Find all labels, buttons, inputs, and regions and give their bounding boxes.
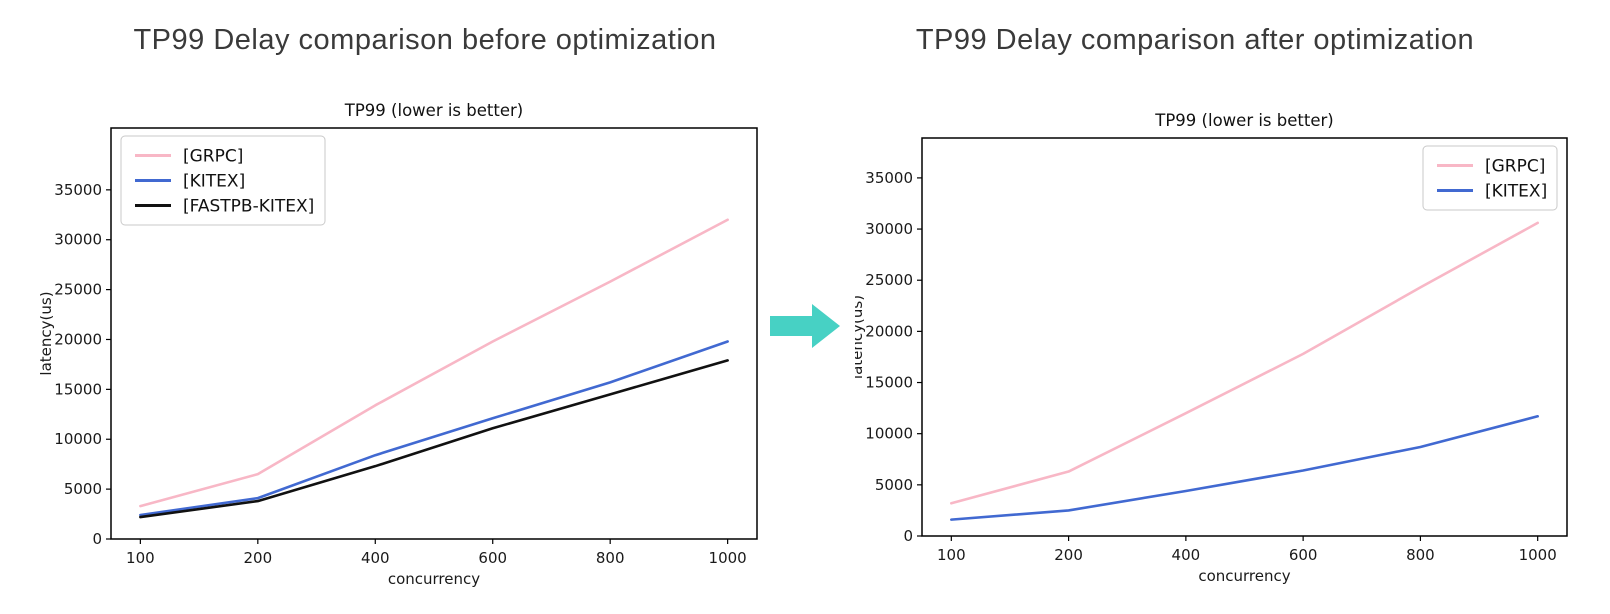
y-axis-label: latency(us) — [855, 295, 866, 379]
x-tick-label: 400 — [1172, 546, 1201, 564]
legend-box — [120, 135, 326, 226]
y-tick-label: 10000 — [54, 430, 102, 448]
y-axis-label: latency(us) — [40, 291, 55, 375]
x-axis-label: concurrency — [1198, 567, 1290, 585]
y-tick-label: 20000 — [865, 322, 913, 340]
plot-frame — [110, 127, 758, 540]
y-tick-label: 5000 — [875, 476, 913, 494]
y-tick-label: 15000 — [865, 374, 913, 392]
y-tick-label: 15000 — [54, 380, 102, 398]
chart-title: TP99 (lower is better) — [344, 101, 523, 120]
y-tick-label: 5000 — [64, 480, 102, 498]
legend-label: [KITEX] — [1485, 182, 1547, 202]
series-line-grpc — [139, 218, 729, 508]
line-chart-after: TP99 (lower is better) 0 5000 10000 15000 200… — [855, 111, 1568, 585]
chart-title: TP99 (lower is better) — [1154, 111, 1333, 130]
x-tick-label: 200 — [243, 549, 272, 567]
after-optimization-title: TP99 Delay comparison after optimization — [915, 24, 1475, 56]
x-tick-label: 600 — [1289, 546, 1318, 564]
chart-before-optimization: TP99 (lower is better) 0 5000 10000 15000 200… — [40, 88, 785, 613]
right-arrow-icon — [768, 300, 842, 352]
y-tick-label: 30000 — [865, 220, 913, 238]
y-tick-label: 30000 — [54, 231, 102, 249]
legend-label: [GRPC] — [183, 147, 243, 167]
y-tick-label: 10000 — [865, 425, 913, 443]
y-tick-label: 35000 — [865, 169, 913, 187]
x-tick-label: 600 — [478, 549, 507, 567]
y-tick-label: 35000 — [54, 181, 102, 199]
x-tick-label: 100 — [126, 549, 155, 567]
legend-label: [KITEX] — [183, 172, 245, 192]
series-line-grpc — [950, 221, 1539, 505]
y-tick-label: 0 — [92, 530, 102, 548]
y-tick-label: 0 — [903, 527, 913, 545]
legend-label: [FASTPB-KITEX] — [183, 197, 314, 217]
x-tick-label: 100 — [937, 546, 966, 564]
y-tick-label: 25000 — [865, 271, 913, 289]
x-tick-label: 800 — [1406, 546, 1435, 564]
series-line-kitex — [139, 340, 729, 517]
legend: [GRPC] [KITEX] — [1422, 145, 1558, 211]
series-line-kitex — [950, 414, 1539, 521]
y-tick-label: 25000 — [54, 281, 102, 299]
chart-after-optimization: TP99 (lower is better) 0 5000 10000 15000 200… — [855, 98, 1605, 614]
x-axis-label: concurrency — [388, 570, 480, 588]
x-tick-label: 1000 — [709, 549, 747, 567]
plot-frame — [921, 137, 1568, 537]
line-chart-before: TP99 (lower is better) 0 5000 10000 15000 200… — [40, 101, 758, 588]
legend: [GRPC] [KITEX] [FASTPB-KITEX] — [120, 135, 326, 226]
before-optimization-title: TP99 Delay comparison before optimizatio… — [133, 24, 717, 56]
right-arrow-shape — [770, 304, 840, 348]
y-tick-label: 20000 — [54, 330, 102, 348]
legend-label: [GRPC] — [1485, 157, 1545, 177]
x-tick-label: 1000 — [1519, 546, 1557, 564]
x-tick-label: 200 — [1054, 546, 1083, 564]
legend-box — [1422, 145, 1558, 211]
x-tick-label: 400 — [361, 549, 390, 567]
series-line-fastpb-kitex — [139, 359, 729, 519]
x-tick-label: 800 — [596, 549, 625, 567]
